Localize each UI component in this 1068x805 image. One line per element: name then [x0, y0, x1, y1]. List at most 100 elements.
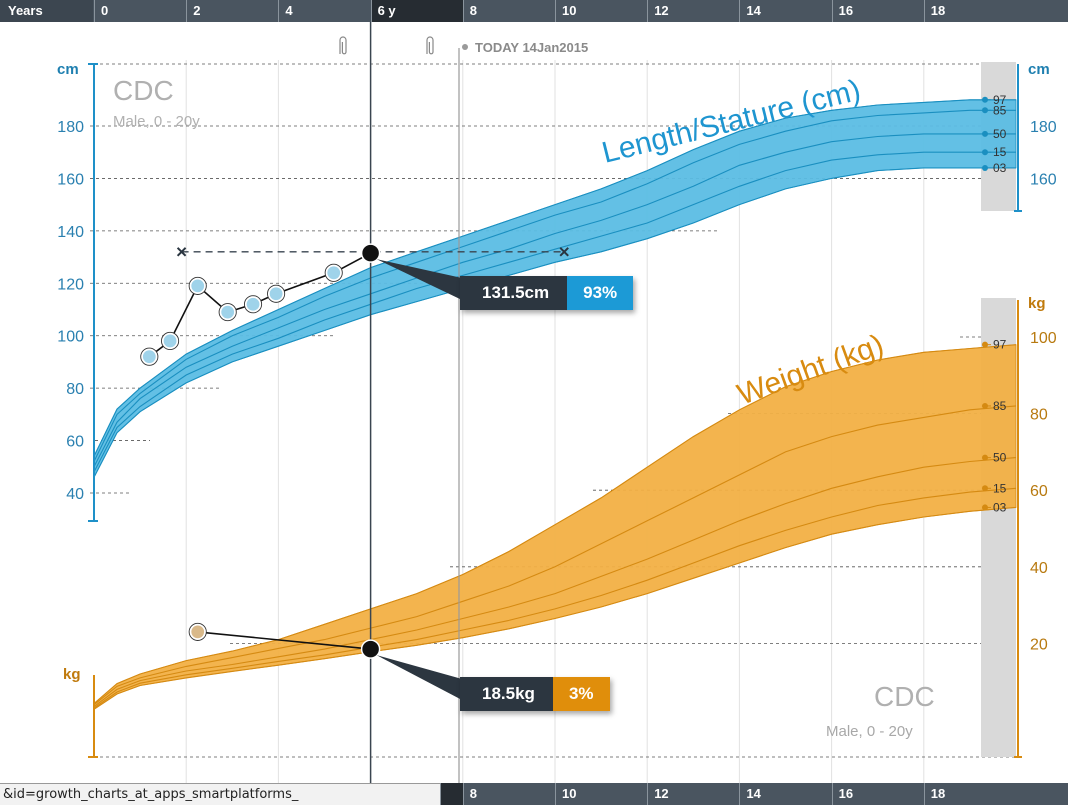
- age-tick-6[interactable]: 6 y: [370, 0, 463, 22]
- length-percentile-label-03: 03: [993, 161, 1007, 175]
- age-tick-8[interactable]: 8: [462, 0, 555, 22]
- age-tick-4[interactable]: 4: [278, 0, 370, 22]
- source-bottom-name: CDC: [874, 681, 935, 712]
- length-percentile-line-85: [93, 109, 1016, 462]
- length-percentile-label-97: 97: [993, 93, 1007, 107]
- length-patient-point-ring-5: [243, 295, 263, 314]
- paperclip-icon-1: [339, 36, 347, 55]
- weight-tooltip-percentile: 3%: [552, 677, 610, 711]
- length-y-unit-right: cm: [1028, 61, 1050, 78]
- length-percentile-label-85: 85: [993, 103, 1007, 117]
- length-y-tick-80: 80: [66, 381, 84, 398]
- weight-percentile-label-15: 15: [993, 481, 1007, 495]
- weight-current-point: [360, 639, 381, 659]
- length-y-tick-right-180: 180: [1030, 119, 1057, 136]
- length-patient-point-ring-6: [267, 284, 286, 303]
- age-tick-16[interactable]: 16: [831, 0, 924, 22]
- source-bottom-subtitle: Male, 0 - 20y: [826, 723, 913, 740]
- length-percentile-line-97: [93, 99, 1016, 457]
- age-tick-10[interactable]: 10: [555, 0, 647, 22]
- length-tooltip-pointer: [376, 259, 462, 300]
- age-tick-2[interactable]: 2: [186, 0, 278, 22]
- age-tick-18[interactable]: 18: [923, 0, 1068, 22]
- length-patient-line: [148, 252, 371, 358]
- weight-y-unit-left: kg: [63, 666, 81, 683]
- weight-percentile-line-15: [93, 487, 1017, 709]
- length-y-tick-100: 100: [57, 329, 84, 346]
- length-current-point: [360, 243, 381, 263]
- length-patient-point-ring-3: [188, 276, 207, 295]
- weight-tooltip-pointer: [376, 655, 462, 700]
- weight-tooltip-value: 18.5kg: [460, 677, 553, 711]
- bottom-age-tick-10[interactable]: 10: [555, 783, 647, 805]
- weight-percentile-label-03: 03: [993, 500, 1007, 514]
- bottom-age-tick-8[interactable]: 8: [462, 783, 555, 805]
- weight-percentile-line-50: [93, 457, 1017, 708]
- paperclip-icon-2: [426, 36, 434, 55]
- bottom-age-tick-14[interactable]: 14: [739, 783, 831, 805]
- weight-percentile-line-03: [93, 506, 1017, 710]
- target-marker-2: [559, 247, 569, 257]
- weight-y-unit-right: kg: [1028, 295, 1046, 312]
- length-y-tick-160: 160: [57, 171, 84, 188]
- weight-patient-point-ring-1: [188, 622, 207, 641]
- length-patient-point-4: [219, 303, 237, 321]
- weight-percentile-line-85: [93, 405, 1017, 706]
- length-patient-point-ring-7: [324, 263, 343, 282]
- bottom-age-tick-12[interactable]: 12: [647, 783, 739, 805]
- length-patient-point-ring-4: [218, 303, 237, 322]
- source-top-subtitle: Male, 0 - 20y: [113, 113, 200, 130]
- weight-percentile-line-97: [93, 344, 1017, 704]
- years-label: Years: [0, 0, 93, 22]
- weight-tooltip: 18.5kg 3%: [460, 677, 610, 711]
- chart-axes: 40 60 80 100 120 140 160 180 160 180 20 40 60 80 100: [57, 63, 1057, 758]
- length-y-tick-40: 40: [66, 486, 84, 503]
- source-top-name: CDC: [113, 75, 174, 106]
- length-y-tick-180: 180: [57, 119, 84, 136]
- length-y-tick-120: 120: [57, 276, 84, 293]
- patient-marks: [140, 22, 569, 805]
- weight-y-tick-60: 60: [1030, 483, 1048, 500]
- weight-percentile-label-50: 50: [993, 451, 1007, 465]
- age-axis-bottom[interactable]: &id=growth_charts_at_apps_smartplatforms…: [0, 783, 1068, 805]
- weight-percentile-label-97: 97: [993, 338, 1007, 352]
- length-patient-point-1: [140, 348, 158, 366]
- length-percentile-label-15: 15: [993, 145, 1007, 159]
- length-y-tick-140: 140: [57, 224, 84, 241]
- weight-patient-point-1: [189, 623, 207, 641]
- length-percentile-line-03: [93, 167, 1016, 478]
- age-tick-12[interactable]: 12: [647, 0, 739, 22]
- length-patient-point-6: [267, 285, 285, 303]
- weight-y-tick-40: 40: [1030, 560, 1048, 577]
- bottom-current-age-marker[interactable]: [440, 783, 463, 805]
- weight-y-tick-20: 20: [1030, 636, 1048, 653]
- length-percentile-line-50: [93, 133, 1016, 468]
- length-y-tick-60: 60: [66, 434, 84, 451]
- bottom-age-tick-16[interactable]: 16: [831, 783, 924, 805]
- status-url: &id=growth_charts_at_apps_smartplatforms…: [0, 783, 440, 805]
- length-percentile-label-50: 50: [993, 127, 1007, 141]
- length-patient-point-7: [325, 264, 343, 282]
- weight-patient-line: [197, 631, 371, 650]
- today-label: TODAY 14Jan2015: [475, 40, 588, 55]
- weight-percentile-label-85: 85: [993, 399, 1007, 413]
- weight-y-tick-80: 80: [1030, 407, 1048, 424]
- length-percentile-line-15: [93, 151, 1016, 473]
- length-tooltip-value: 131.5cm: [460, 276, 568, 310]
- length-y-unit-left: cm: [57, 61, 79, 78]
- age-tick-14[interactable]: 14: [739, 0, 831, 22]
- today-dot: [462, 44, 468, 50]
- length-tooltip: 131.5cm 93%: [460, 276, 634, 310]
- length-patient-point-3: [189, 277, 207, 295]
- age-tick-0[interactable]: 0: [94, 0, 186, 22]
- weight-y-tick-100: 100: [1030, 330, 1057, 347]
- length-patient-point-ring-1: [140, 347, 159, 366]
- target-marker-1: [176, 247, 187, 257]
- bottom-age-tick-18[interactable]: 18: [923, 783, 1068, 805]
- length-patient-point-ring-2: [161, 331, 180, 351]
- length-patient-point-5: [244, 295, 262, 313]
- length-y-tick-right-160: 160: [1030, 171, 1057, 188]
- length-patient-point-2: [161, 332, 179, 350]
